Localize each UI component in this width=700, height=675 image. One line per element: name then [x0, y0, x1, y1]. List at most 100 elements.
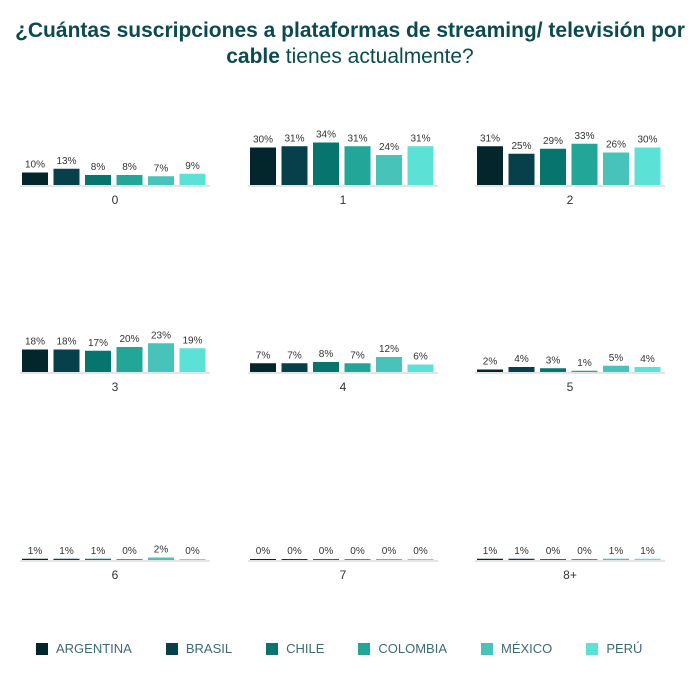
data-label: 17%: [88, 338, 108, 349]
title-bold: ¿Cuántas suscripciones a plataformas de …: [15, 19, 685, 68]
chart-title: ¿Cuántas suscripciones a plataformas de …: [0, 18, 700, 70]
data-label: 0%: [287, 546, 302, 557]
data-label: 0%: [350, 546, 365, 557]
bar-perú: [179, 173, 206, 185]
data-label: 10%: [25, 160, 45, 171]
data-label: 7%: [287, 350, 302, 361]
bar-colombia: [116, 559, 143, 560]
bar-perú: [407, 146, 434, 185]
bar-chile: [540, 148, 566, 185]
data-label: 1%: [577, 358, 592, 369]
bar-argentina: [477, 558, 503, 560]
legend-item: ARGENTINA: [36, 641, 132, 656]
data-label: 0%: [319, 546, 334, 557]
bar-méxico: [148, 343, 174, 372]
bar-perú: [407, 364, 434, 372]
data-label: 1%: [609, 546, 624, 557]
bar-méxico: [603, 558, 629, 560]
data-label: 1%: [91, 546, 106, 557]
data-label: 2%: [483, 357, 498, 368]
bar-brasil: [53, 558, 80, 560]
legend-item: BRASIL: [165, 641, 232, 656]
bar-colombia: [344, 363, 371, 372]
bar-argentina: [250, 559, 276, 560]
bar-brasil: [281, 559, 308, 560]
bar-méxico: [148, 176, 174, 185]
legend-item: PERÚ: [586, 641, 642, 656]
data-label: 0%: [185, 546, 200, 557]
bar-argentina: [22, 349, 48, 372]
bar-argentina: [22, 172, 48, 185]
data-label: 30%: [637, 135, 657, 146]
bar-colombia: [571, 143, 598, 185]
bar-brasil: [53, 349, 80, 372]
data-label: 4%: [514, 354, 529, 365]
data-label: 18%: [56, 337, 76, 348]
data-label: 24%: [379, 142, 399, 153]
bar-brasil: [508, 153, 535, 185]
bar-méxico: [148, 557, 174, 560]
bar-chile: [540, 368, 566, 372]
data-label: 8%: [122, 162, 137, 173]
category-label: 2: [567, 193, 574, 207]
data-label: 31%: [347, 133, 367, 144]
data-label: 0%: [577, 546, 592, 557]
bar-brasil: [281, 363, 308, 372]
data-label: 31%: [284, 133, 304, 144]
bar-colombia: [116, 347, 143, 372]
bar-méxico: [376, 357, 402, 372]
bar-méxico: [603, 152, 629, 185]
data-label: 19%: [182, 335, 202, 346]
bar-brasil: [281, 146, 308, 185]
bar-chile: [540, 559, 566, 560]
bar-argentina: [22, 558, 48, 560]
data-label: 7%: [256, 350, 271, 361]
data-label: 1%: [483, 546, 498, 557]
bar-méxico: [376, 559, 402, 560]
data-label: 1%: [514, 546, 529, 557]
category-label: 0: [112, 193, 119, 207]
bar-chile: [85, 350, 111, 372]
category-label: 6: [112, 568, 119, 582]
data-label: 3%: [546, 355, 561, 366]
data-label: 1%: [59, 546, 74, 557]
bar-colombia: [116, 175, 143, 185]
data-label: 4%: [640, 354, 655, 365]
category-label: 1: [340, 193, 347, 207]
bar-argentina: [250, 147, 276, 185]
data-label: 0%: [122, 546, 137, 557]
category-label: 3: [112, 380, 119, 394]
bar-perú: [634, 558, 661, 560]
data-label: 26%: [606, 140, 626, 151]
data-label: 34%: [316, 130, 336, 141]
bar-brasil: [53, 168, 80, 185]
data-label: 0%: [413, 546, 428, 557]
legend-swatch: [165, 642, 178, 655]
legend: ARGENTINA BRASIL CHILE COLOMBIA MÉXICO PERÚ: [36, 641, 676, 656]
data-label: 7%: [154, 163, 169, 174]
legend-label: CHILE: [286, 641, 325, 656]
title-regular: tienes actualmente?: [285, 45, 474, 68]
data-label: 1%: [28, 546, 43, 557]
bar-perú: [407, 559, 434, 560]
data-label: 33%: [574, 131, 594, 142]
data-label: 20%: [119, 334, 139, 345]
bar-perú: [179, 559, 206, 560]
category-label: 5: [567, 380, 574, 394]
data-label: 6%: [413, 352, 428, 363]
data-label: 8%: [319, 349, 334, 360]
legend-item: MÉXICO: [481, 641, 552, 656]
bar-colombia: [571, 370, 598, 372]
bar-chile: [313, 362, 339, 372]
bar-colombia: [571, 559, 598, 560]
data-label: 25%: [511, 141, 531, 152]
legend-swatch: [586, 642, 599, 655]
bar-perú: [634, 147, 661, 185]
data-label: 8%: [91, 162, 106, 173]
legend-swatch: [36, 642, 48, 655]
bar-brasil: [508, 558, 535, 560]
data-label: 0%: [546, 546, 561, 557]
data-label: 31%: [480, 133, 500, 144]
legend-swatch: [358, 642, 371, 655]
